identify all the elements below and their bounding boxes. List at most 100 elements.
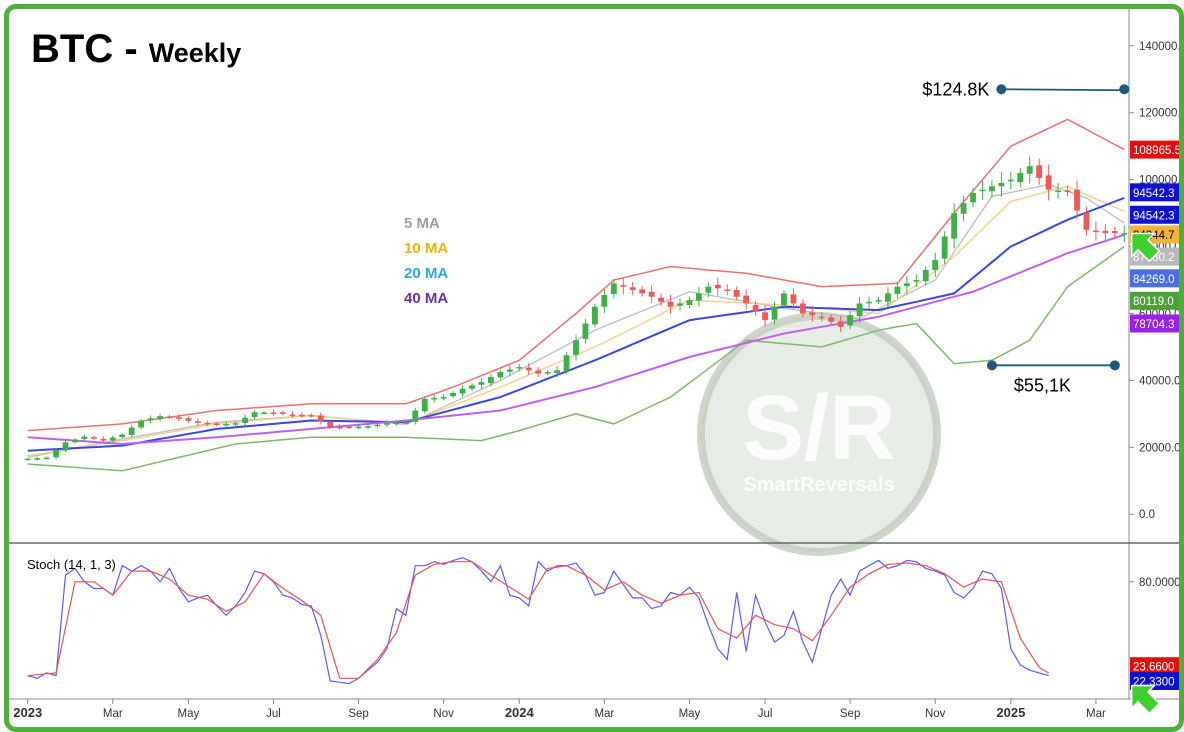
candle-body	[62, 442, 69, 451]
candle-body	[648, 291, 655, 297]
green-arrow-icon	[1130, 684, 1161, 715]
candle-body	[591, 306, 598, 325]
candle-body	[856, 303, 863, 317]
price-label: 94542.3	[1133, 188, 1175, 200]
title-separator: -	[113, 27, 149, 71]
candle-body	[384, 423, 390, 425]
candle-body	[733, 290, 740, 297]
candle-body	[1026, 166, 1033, 174]
candle-body	[1121, 233, 1128, 235]
candle-body	[298, 414, 305, 417]
candle-body	[469, 385, 475, 389]
candle-body	[393, 422, 400, 425]
candle-body	[1036, 165, 1043, 178]
candle-body	[818, 316, 825, 319]
arrow-shape	[1130, 232, 1161, 263]
candle-body	[194, 421, 201, 423]
candle-body	[478, 382, 485, 385]
candle-body	[714, 284, 721, 289]
candle-body	[308, 415, 315, 417]
candle-body	[1064, 190, 1071, 192]
candle-body	[100, 438, 107, 441]
y-tick-label: 120000.0	[1139, 108, 1179, 120]
stoch-title: Stoch (14, 1, 3)	[27, 557, 116, 572]
candle-body	[809, 312, 816, 316]
candle-body	[53, 449, 60, 458]
x-tick-label: Mar	[1086, 708, 1106, 720]
candle-body	[119, 434, 126, 438]
candle-body	[724, 289, 731, 291]
candle-body	[336, 426, 343, 429]
candle-body	[497, 372, 504, 378]
ma-line-5ma	[27, 183, 1125, 458]
candle-body	[251, 412, 258, 417]
price-axis: 140000.0120000.0100000.080000.060000.040…	[1129, 41, 1179, 521]
candle-body	[629, 287, 636, 291]
stoch-line-d	[27, 561, 1049, 679]
candle-body	[989, 186, 995, 192]
candle-body	[138, 420, 145, 428]
candle-body	[176, 417, 182, 419]
candle-body	[544, 372, 551, 374]
candle-body	[374, 424, 381, 427]
candle-body	[204, 422, 211, 425]
candle-body	[365, 426, 371, 428]
watermark-subtext: SmartReversals	[743, 474, 894, 496]
axis-lines	[9, 9, 1179, 700]
candle-body	[1083, 212, 1090, 230]
candle-body	[695, 293, 702, 301]
candle-body	[1102, 230, 1109, 234]
candle-body	[998, 182, 1005, 187]
candle-body	[232, 423, 239, 425]
stoch-value-label: 23.6600	[1133, 662, 1175, 674]
time-axis: 2023 Mar May Jul Sep Nov 2024 Mar May Jul Sep Nov 20…	[13, 699, 1106, 720]
candle-body	[223, 424, 230, 426]
green-arrows	[1130, 232, 1161, 715]
legend-5ma: 5 MA	[404, 215, 440, 232]
candle-body	[242, 417, 249, 423]
price-label-box	[1130, 314, 1179, 333]
moving-averages	[27, 183, 1125, 458]
candle-body	[922, 269, 929, 282]
ma-line-20ma	[27, 196, 1125, 452]
x-tick-label: Nov	[925, 708, 946, 720]
candle-body	[421, 398, 428, 412]
candle-body	[554, 370, 561, 374]
price-label-box	[1130, 205, 1179, 224]
annotation-dot-end	[1119, 84, 1130, 95]
y-tick-label: 140000.0	[1139, 41, 1179, 53]
arrow-shape	[1130, 684, 1161, 715]
x-tick-label: Nov	[433, 708, 454, 720]
legend-40ma: 40 MA	[404, 290, 449, 307]
price-label: 108965.5	[1133, 145, 1179, 157]
candle-body	[610, 283, 617, 294]
candle-body	[639, 289, 646, 294]
bollinger-bands	[27, 118, 1125, 472]
price-annotations: $124.8K $55,1K	[922, 79, 1130, 395]
price-label-box	[1130, 183, 1179, 202]
candle-body	[705, 286, 712, 293]
candle-body	[213, 423, 220, 425]
y-tick-label: 40000.0	[1139, 375, 1179, 387]
price-label-box	[1130, 140, 1179, 159]
symbol-label: BTC	[31, 27, 114, 71]
candle-body	[1055, 190, 1062, 192]
chart-title: BTC - Weekly	[31, 27, 241, 72]
ma-legend: 5 MA 10 MA 20 MA 40 MA	[404, 211, 448, 311]
candle-body	[1007, 179, 1014, 182]
candle-body	[346, 426, 353, 429]
candle-body	[1045, 175, 1052, 190]
candle-body	[667, 301, 674, 307]
bollinger-lower	[27, 245, 1125, 472]
candle-body	[81, 436, 88, 440]
x-tick-label: Sep	[840, 708, 860, 720]
interval-label: Weekly	[148, 38, 242, 68]
candle-body	[317, 415, 324, 422]
candle-body	[90, 437, 97, 439]
candle-body	[440, 397, 447, 399]
candle-body	[289, 414, 296, 416]
candle-body	[686, 300, 693, 306]
